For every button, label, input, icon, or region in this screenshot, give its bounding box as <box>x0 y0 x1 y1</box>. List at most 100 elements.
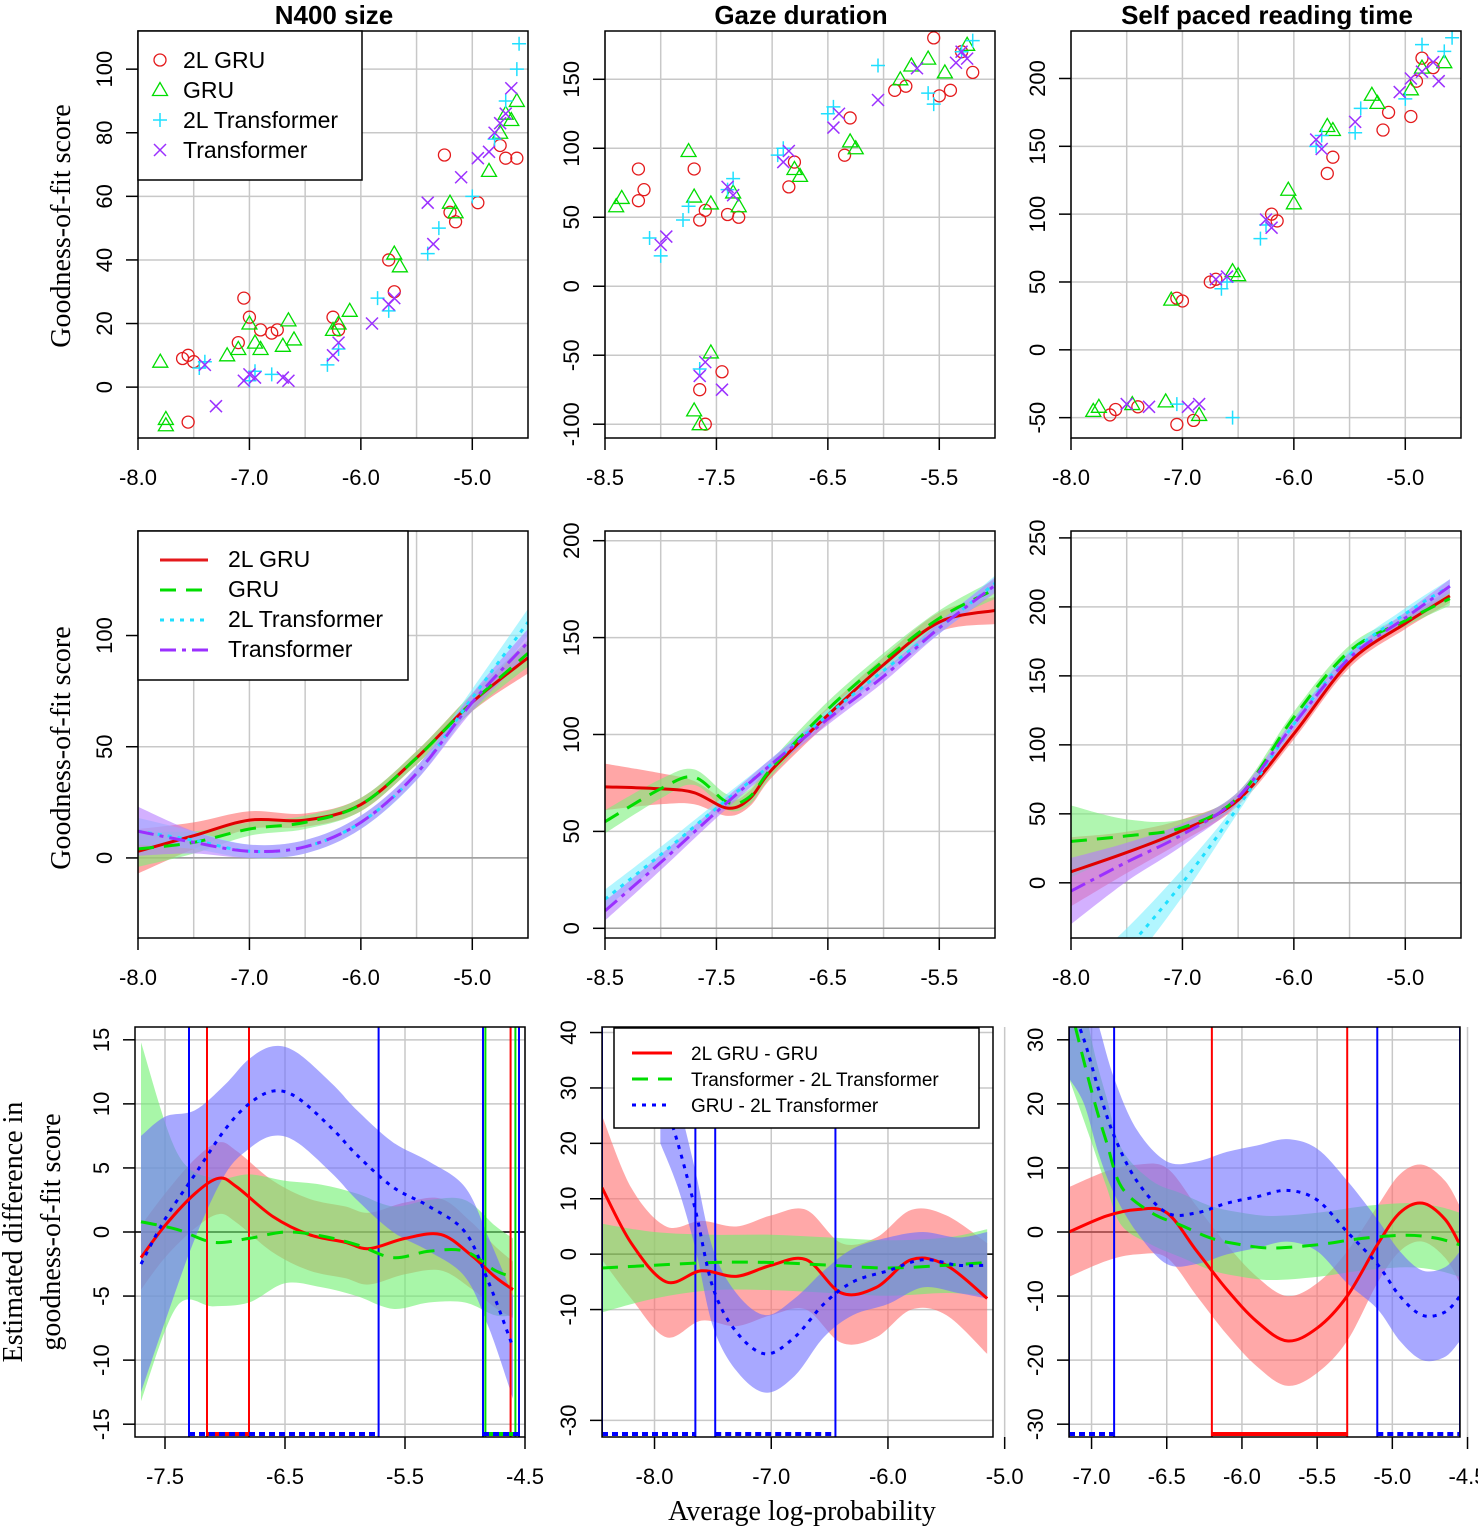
y-tick-label: 0 <box>1023 1226 1048 1238</box>
scatter-point <box>253 323 268 337</box>
x-tick-label: -5.5 <box>1298 1464 1336 1489</box>
confidence-band <box>138 628 528 858</box>
panel-diff-spr: -7.0 -6.5 -6.0 -5.5 -5.0 -4.5 -30 -20 -10 0 10 20 30 <box>1023 1026 1478 1489</box>
scatter-point <box>919 49 937 65</box>
confidence-band <box>138 642 528 874</box>
scatter-point <box>437 148 452 162</box>
y-tick-label: 50 <box>92 734 117 758</box>
scatter-point <box>1192 397 1206 411</box>
y-tick-label: -10 <box>556 1294 581 1326</box>
scatter-point <box>936 63 954 79</box>
series-2l-gru <box>1103 51 1440 432</box>
x-tick-label: -6.5 <box>809 965 847 990</box>
scatter-point <box>1409 74 1424 88</box>
y-tick-label: 150 <box>559 619 584 656</box>
scatter-point <box>1309 133 1323 147</box>
scatter-point <box>1220 270 1234 284</box>
series-line <box>602 1260 988 1270</box>
scatter-point <box>471 151 485 165</box>
legend: 2L GRU GRU 2L Transformer Transformer <box>137 530 409 681</box>
legend-label: 2L GRU - GRU <box>691 1044 818 1065</box>
series-line <box>139 1176 514 1291</box>
scatter-point <box>1393 85 1407 99</box>
scatter-point <box>1326 150 1340 164</box>
scatter-point <box>1190 406 1208 422</box>
y-tick-label: 60 <box>92 184 117 208</box>
scatter-point <box>847 139 865 155</box>
scatter-point <box>921 86 936 101</box>
scatter-point <box>237 291 251 305</box>
scatter-point <box>381 303 396 318</box>
scatter-point <box>465 189 480 204</box>
y-axis: -15 -10 -5 0 5 10 15 <box>89 1028 135 1440</box>
y-tick-label: 100 <box>92 51 117 88</box>
scatter-point <box>391 257 409 273</box>
scatter-point <box>499 151 513 165</box>
y-axis: 0 50 100 150 200 250 <box>1025 520 1071 889</box>
scatter-point <box>431 221 446 236</box>
plot-area <box>135 1027 525 1437</box>
x-axis: -8.0 -7.0 -6.0 -5.0 <box>1052 938 1424 990</box>
scatter-point <box>248 364 262 379</box>
scatter-point <box>871 58 885 73</box>
x-tick-label: -7.5 <box>146 1464 184 1489</box>
scatter-point <box>691 415 709 431</box>
y-tick-label: 50 <box>559 819 584 843</box>
y-tick-label: -20 <box>1023 1344 1048 1376</box>
y-tick-label: -30 <box>1023 1408 1048 1440</box>
series-line <box>605 587 995 824</box>
x-tick-label: -8.0 <box>119 965 157 990</box>
grid <box>1070 31 1461 438</box>
x-axis: -8.0 -7.0 -6.0 -5.0 <box>119 938 491 990</box>
scatter-point <box>837 148 852 162</box>
scatter-point <box>493 138 507 153</box>
scatter-point <box>693 213 707 227</box>
legend-label: GRU - 2L Transformer <box>691 1096 879 1117</box>
series-gru <box>1084 53 1453 422</box>
scatter-point <box>1162 290 1180 306</box>
scatter-point <box>382 253 396 267</box>
scatter-point <box>871 93 885 107</box>
y-axis: -30 -20 -10 0 10 20 30 <box>1023 1028 1069 1440</box>
scatter-point <box>387 285 401 299</box>
scatter-point <box>702 194 720 210</box>
scatter-point <box>782 180 796 194</box>
x-tick-label: -8.5 <box>586 465 624 490</box>
scatter-point <box>1376 123 1390 137</box>
x-tick-label: -5.5 <box>920 965 958 990</box>
scatter-point <box>1120 397 1134 411</box>
y-tick-label: -50 <box>559 339 584 371</box>
scatter-point <box>943 83 958 97</box>
series-line <box>1071 584 1451 893</box>
scatter-point <box>504 81 518 95</box>
y-tick-label: 100 <box>559 130 584 167</box>
scatter-point <box>1314 128 1329 143</box>
scatter-point <box>1131 400 1145 414</box>
scatter-point <box>932 89 946 103</box>
panel-smooth-n400: -8.0 -7.0 -6.0 -5.0 0 50 100 2L GRU GRU 2L Transf… <box>92 530 529 990</box>
confidence-band <box>605 579 995 834</box>
x-tick-label: -6.0 <box>342 965 380 990</box>
scatter-point <box>687 162 701 176</box>
y-tick-label: 150 <box>559 61 584 98</box>
scatter-point <box>692 362 707 377</box>
scatter-point <box>385 244 403 260</box>
x-axis: -8.0 -7.0 -6.0 -5.0 <box>636 1437 1024 1489</box>
series-line <box>1071 597 1451 843</box>
scatter-point <box>631 162 646 176</box>
legend-marker <box>153 53 167 67</box>
x-axis: -7.5 -6.5 -5.5 -4.5 <box>146 1437 544 1489</box>
y-tick-label: 20 <box>556 1131 581 1155</box>
plot-area <box>151 36 527 432</box>
scatter-point <box>776 141 791 156</box>
x-tick-label: -7.0 <box>1163 465 1201 490</box>
y-tick-label: 20 <box>1023 1092 1048 1116</box>
y-axis-label-bottom-line1: Estimated difference in <box>0 1102 29 1363</box>
column-title-gaze: Gaze duration <box>714 0 887 30</box>
scatter-point <box>693 369 707 383</box>
scatter-point <box>493 116 507 130</box>
series-line <box>658 1087 988 1356</box>
y-tick-label: -100 <box>559 402 584 446</box>
scatter-point <box>387 291 401 305</box>
